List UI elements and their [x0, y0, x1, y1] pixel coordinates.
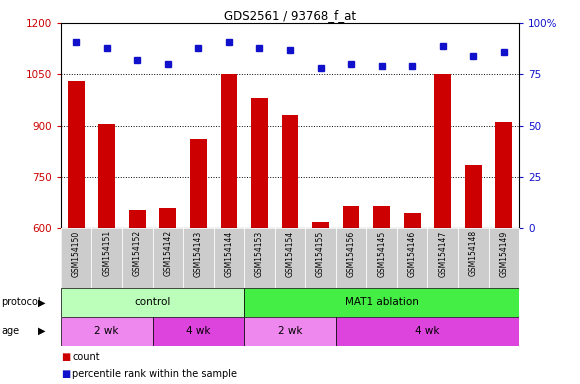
Bar	[404, 213, 420, 384]
Text: ■: ■	[61, 352, 70, 362]
Text: control: control	[135, 297, 171, 308]
Text: protocol: protocol	[1, 297, 41, 308]
Text: ▶: ▶	[38, 326, 45, 336]
Title: GDS2561 / 93768_f_at: GDS2561 / 93768_f_at	[224, 9, 356, 22]
Text: GSM154142: GSM154142	[164, 230, 172, 276]
Bar	[251, 98, 268, 384]
Text: GSM154146: GSM154146	[408, 230, 416, 276]
Text: age: age	[1, 326, 19, 336]
Bar	[495, 122, 512, 384]
Text: count: count	[72, 352, 100, 362]
Bar	[312, 222, 329, 384]
Text: 2 wk: 2 wk	[95, 326, 119, 336]
Text: GSM154145: GSM154145	[377, 230, 386, 276]
Text: GSM154147: GSM154147	[438, 230, 447, 276]
Bar	[282, 116, 298, 384]
Text: GSM154148: GSM154148	[469, 230, 478, 276]
Bar	[160, 208, 176, 384]
Text: GSM154156: GSM154156	[347, 230, 356, 276]
Bar	[434, 74, 451, 384]
Bar	[68, 81, 85, 384]
Bar	[244, 288, 519, 317]
Text: 2 wk: 2 wk	[278, 326, 302, 336]
Text: 4 wk: 4 wk	[415, 326, 440, 336]
Text: 4 wk: 4 wk	[186, 326, 211, 336]
Bar	[190, 139, 206, 384]
Text: GSM154149: GSM154149	[499, 230, 508, 276]
Text: GSM154154: GSM154154	[285, 230, 295, 276]
Text: GSM154144: GSM154144	[224, 230, 233, 276]
Bar	[99, 124, 115, 384]
Text: GSM154153: GSM154153	[255, 230, 264, 276]
Bar	[343, 206, 360, 384]
Bar	[336, 317, 519, 346]
Bar	[465, 165, 481, 384]
Text: MAT1 ablation: MAT1 ablation	[345, 297, 419, 308]
Bar	[374, 206, 390, 384]
Bar	[61, 288, 244, 317]
Text: ▶: ▶	[38, 297, 45, 308]
Text: percentile rank within the sample: percentile rank within the sample	[72, 369, 237, 379]
Text: GSM154152: GSM154152	[133, 230, 142, 276]
Text: ■: ■	[61, 369, 70, 379]
Text: GSM154143: GSM154143	[194, 230, 203, 276]
Bar	[129, 210, 146, 384]
Bar	[61, 317, 153, 346]
Bar	[153, 317, 244, 346]
Text: GSM154155: GSM154155	[316, 230, 325, 276]
Bar	[244, 317, 336, 346]
Bar	[220, 74, 237, 384]
Text: GSM154150: GSM154150	[72, 230, 81, 276]
Text: GSM154151: GSM154151	[102, 230, 111, 276]
